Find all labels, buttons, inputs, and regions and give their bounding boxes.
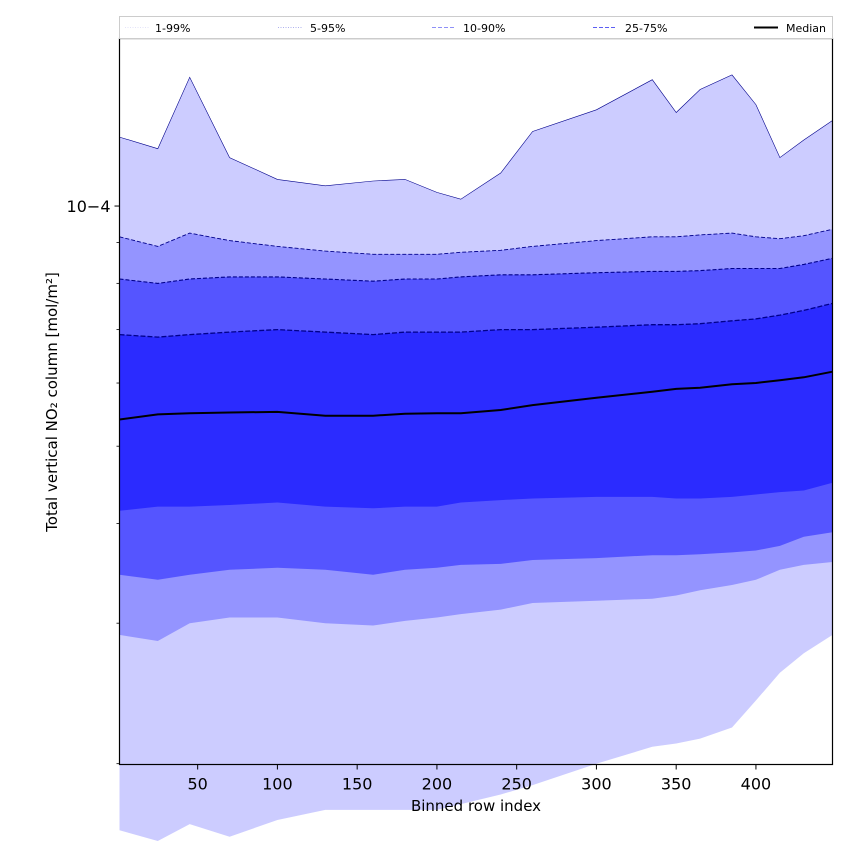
legend-label: Median	[786, 22, 826, 35]
legend-label: 1-99%	[155, 22, 190, 35]
x-tick-label: 150	[342, 775, 373, 794]
median-line	[119, 370, 833, 421]
line-5-95-upper	[119, 228, 833, 255]
y-tick-label: 10−4	[67, 197, 111, 216]
lines-layer	[119, 74, 833, 421]
x-tick-label: 400	[741, 775, 772, 794]
x-tick-label: 200	[422, 775, 453, 794]
band-25-75	[119, 303, 833, 511]
x-tick-label: 250	[501, 775, 532, 794]
bands-layer	[119, 74, 833, 841]
legend-label: 5-95%	[310, 22, 345, 35]
legend-label: 25-75%	[625, 22, 667, 35]
line-1-99-upper	[119, 74, 833, 200]
line-25-75-upper	[119, 302, 833, 338]
x-axis-label: Binned row index	[411, 797, 541, 815]
legend-label: 10-90%	[463, 22, 505, 35]
y-axis-label: Total vertical NO₂ column [mol/m²]	[43, 272, 61, 533]
x-tick-label: 300	[581, 775, 612, 794]
legend-box	[119, 16, 833, 39]
line-10-90-upper	[119, 257, 833, 284]
x-axis: 50 100 150 200 250 300 350 400	[187, 764, 772, 794]
x-tick-label: 100	[262, 775, 293, 794]
x-tick-label: 50	[187, 775, 207, 794]
legend: 1-99% 5-95% 10-90% 25-75% Median	[119, 16, 833, 39]
y-axis: 10−4	[67, 197, 120, 765]
x-tick-label: 350	[661, 775, 692, 794]
